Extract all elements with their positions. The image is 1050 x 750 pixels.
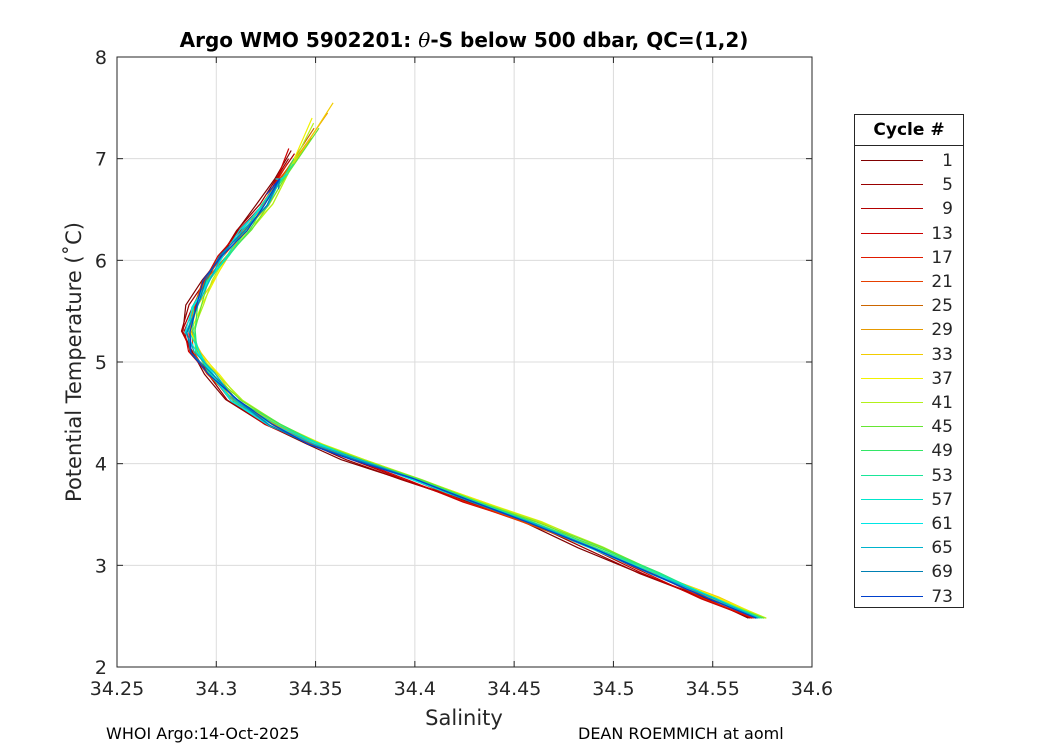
series-line-cycle-65 [185,178,759,619]
y-tick-label: 6 [95,250,107,272]
legend-entry: 57 [855,488,963,512]
legend-swatch [861,281,923,282]
legend-swatch [861,208,923,210]
title-theta: θ [418,28,430,52]
legend-swatch [861,160,923,161]
x-tick-label: 34.6 [791,678,833,700]
legend-entry: 17 [855,246,963,270]
legend-swatch [861,232,923,234]
legend-swatch [861,402,923,403]
legend-entry: 49 [855,439,963,463]
x-tick-label: 34.55 [686,678,740,700]
legend-entry: 25 [855,294,963,318]
legend-title: Cycle # [855,115,963,146]
title-suffix: -S below 500 dbar, QC=(1,2) [430,28,748,52]
title-prefix: Argo WMO 5902201: [180,28,419,52]
legend-label: 9 [942,199,953,220]
legend-swatch [861,353,923,355]
legend-label: 37 [931,368,953,389]
legend-entry: 29 [855,318,963,342]
legend-label: 69 [931,562,953,583]
y-tick-label: 2 [95,657,107,679]
legend-swatch [861,523,923,524]
legend-entry: 33 [855,343,963,367]
legend-entry: 21 [855,270,963,294]
legend-swatch [861,305,923,307]
legend-entry: 45 [855,415,963,439]
y-tick-label: 7 [95,149,107,171]
series-group [180,102,767,619]
legend-swatch [861,498,923,500]
legend-label: 61 [931,514,953,534]
legend-swatch [861,329,923,331]
x-axis-label: Salinity [425,706,503,730]
legend-swatch [861,426,923,428]
legend-entry: 73 [855,585,963,609]
legend-swatch [861,256,923,258]
legend-swatch [861,571,923,573]
legend-label: 45 [931,417,953,438]
y-tick-label: 8 [95,47,107,69]
legend-swatch [861,184,923,186]
legend-label: 65 [931,538,953,559]
legend-entry: 13 [855,222,963,246]
legend-entry: 9 [855,197,963,221]
legend-label: 5 [942,175,953,196]
legend-entry: 5 [855,173,963,197]
legend-label: 41 [931,393,953,413]
legend-label: 73 [931,586,953,607]
legend-entry: 53 [855,464,963,488]
legend-entry: 61 [855,512,963,536]
legend: Cycle # 1 5 9 13 17 21 25 29 33 37 41 45 49 53 57 61 65 6… [854,114,964,608]
x-tick-label: 34.4 [394,678,436,700]
legend-swatch [861,474,923,476]
legend-swatch [861,547,923,549]
legend-label: 57 [931,489,953,510]
x-tick-label: 34.3 [195,678,237,700]
legend-label: 17 [931,247,953,268]
legend-swatch [861,450,923,452]
legend-label: 25 [931,296,953,317]
legend-swatch [861,377,923,379]
legend-entry: 41 [855,391,963,415]
legend-label: 1 [942,151,953,171]
footer-left: WHOI Argo:14-Oct-2025 [106,724,300,743]
y-axis-label: Potential Temperature (˚C) [62,222,86,502]
legend-label: 13 [931,223,953,244]
footer-right: DEAN ROEMMICH at aoml [578,724,784,743]
legend-swatch [861,595,923,597]
ticks: 34.25 34.3 34.35 34.4 34.45 34.5 34.55 34.6 2 3 4 5… [90,47,833,700]
legend-label: 53 [931,465,953,486]
x-tick-label: 34.25 [90,678,144,700]
x-tick-label: 34.35 [288,678,342,700]
legend-label: 49 [931,441,953,462]
y-tick-label: 4 [95,454,107,476]
legend-entry: 69 [855,560,963,584]
x-tick-label: 34.5 [592,678,634,700]
y-tick-label: 5 [95,352,107,374]
chart-title: Argo WMO 5902201: θ-S below 500 dbar, QC… [180,28,749,52]
series-line-cycle-73 [189,178,757,619]
legend-entry: 1 [855,149,963,173]
y-tick-label: 3 [95,555,107,577]
legend-label: 33 [931,344,953,365]
legend-label: 21 [931,272,953,292]
legend-entry: 65 [855,536,963,560]
x-tick-label: 34.45 [487,678,541,700]
legend-label: 29 [931,320,953,341]
legend-entry: 37 [855,367,963,391]
